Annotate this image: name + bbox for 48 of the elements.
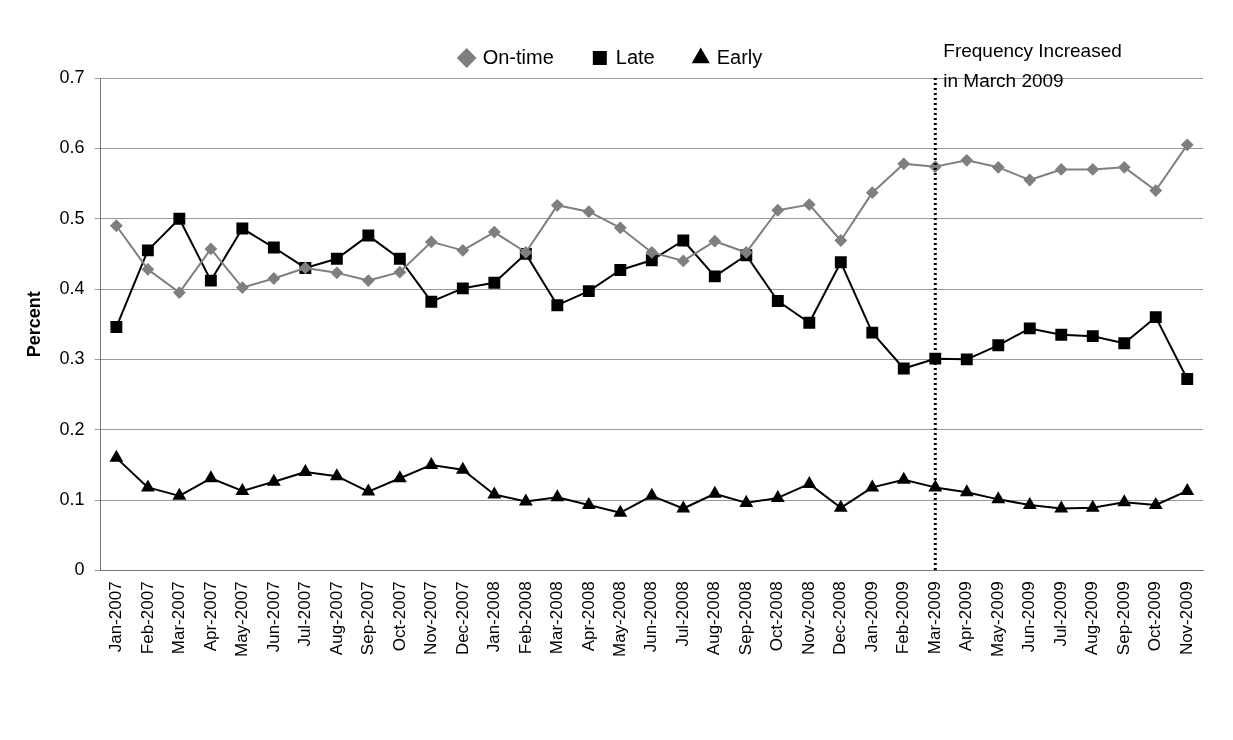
y-tick-label: 0.6 [59,137,85,158]
x-tick-label: May-2009 [987,581,1007,658]
y-tick-label: 0.2 [59,418,85,439]
x-tick-label: Aug-2009 [1082,581,1102,656]
x-tick-label: Jan-2007 [106,581,126,653]
ref-line-label: Frequency Increased in March 2009 [943,39,1122,91]
y-axis-title: Percent [23,291,44,358]
y-tick-label: 0.3 [59,348,85,369]
y-tick-label: 0.5 [59,207,85,228]
x-tick-label: Feb-2009 [893,581,913,655]
x-tick-label: Dec-2008 [830,581,850,656]
x-tick-label: May-2007 [232,581,252,658]
x-tick-label: Jun-2007 [263,581,283,653]
x-tick-label: Jan-2008 [484,581,504,653]
x-tick-label: May-2008 [610,581,629,658]
legend-label: Late [615,45,655,68]
x-tick-label: Nov-2009 [1176,581,1196,656]
x-tick-label: Sep-2007 [358,581,378,656]
y-tick-label: 0.7 [59,66,85,87]
x-tick-label: Jul-2008 [673,581,692,647]
y-tick-label: 0 [74,559,85,580]
x-tick-label: Apr-2009 [956,581,976,652]
y-tick-label: 0.4 [59,278,85,298]
legend-label: On-time [482,45,554,68]
x-tick-label: Dec-2007 [452,581,472,656]
y-tick-label: 0.1 [59,489,85,510]
legend-label: Early [716,45,763,68]
x-tick-label: Mar-2008 [547,581,567,655]
x-tick-label: Sep-2009 [1113,581,1133,656]
x-tick-label: Apr-2007 [200,581,220,652]
x-tick-label: Nov-2008 [798,581,818,656]
x-tick-label: Aug-2008 [704,581,724,656]
x-tick-label: Nov-2007 [421,581,441,656]
x-tick-label: Jul-2007 [295,581,315,647]
x-tick-label: Mar-2009 [924,581,944,655]
x-tick-label: Oct-2007 [389,581,409,652]
x-tick-label: Feb-2007 [137,581,157,655]
x-tick-label: Oct-2008 [767,581,787,652]
x-tick-label: Jun-2008 [641,581,661,653]
x-tick-label: Apr-2008 [578,581,598,652]
x-tick-label: Mar-2007 [169,581,189,655]
x-tick-label: Aug-2007 [326,581,346,656]
x-tick-label: Jan-2009 [861,581,881,653]
x-tick-label: Sep-2008 [735,581,755,656]
x-tick-label: Feb-2008 [515,581,535,655]
x-tick-label: Jul-2009 [1050,581,1070,647]
x-tick-label: Jun-2009 [1019,581,1039,653]
x-tick-label: Oct-2009 [1145,581,1165,652]
